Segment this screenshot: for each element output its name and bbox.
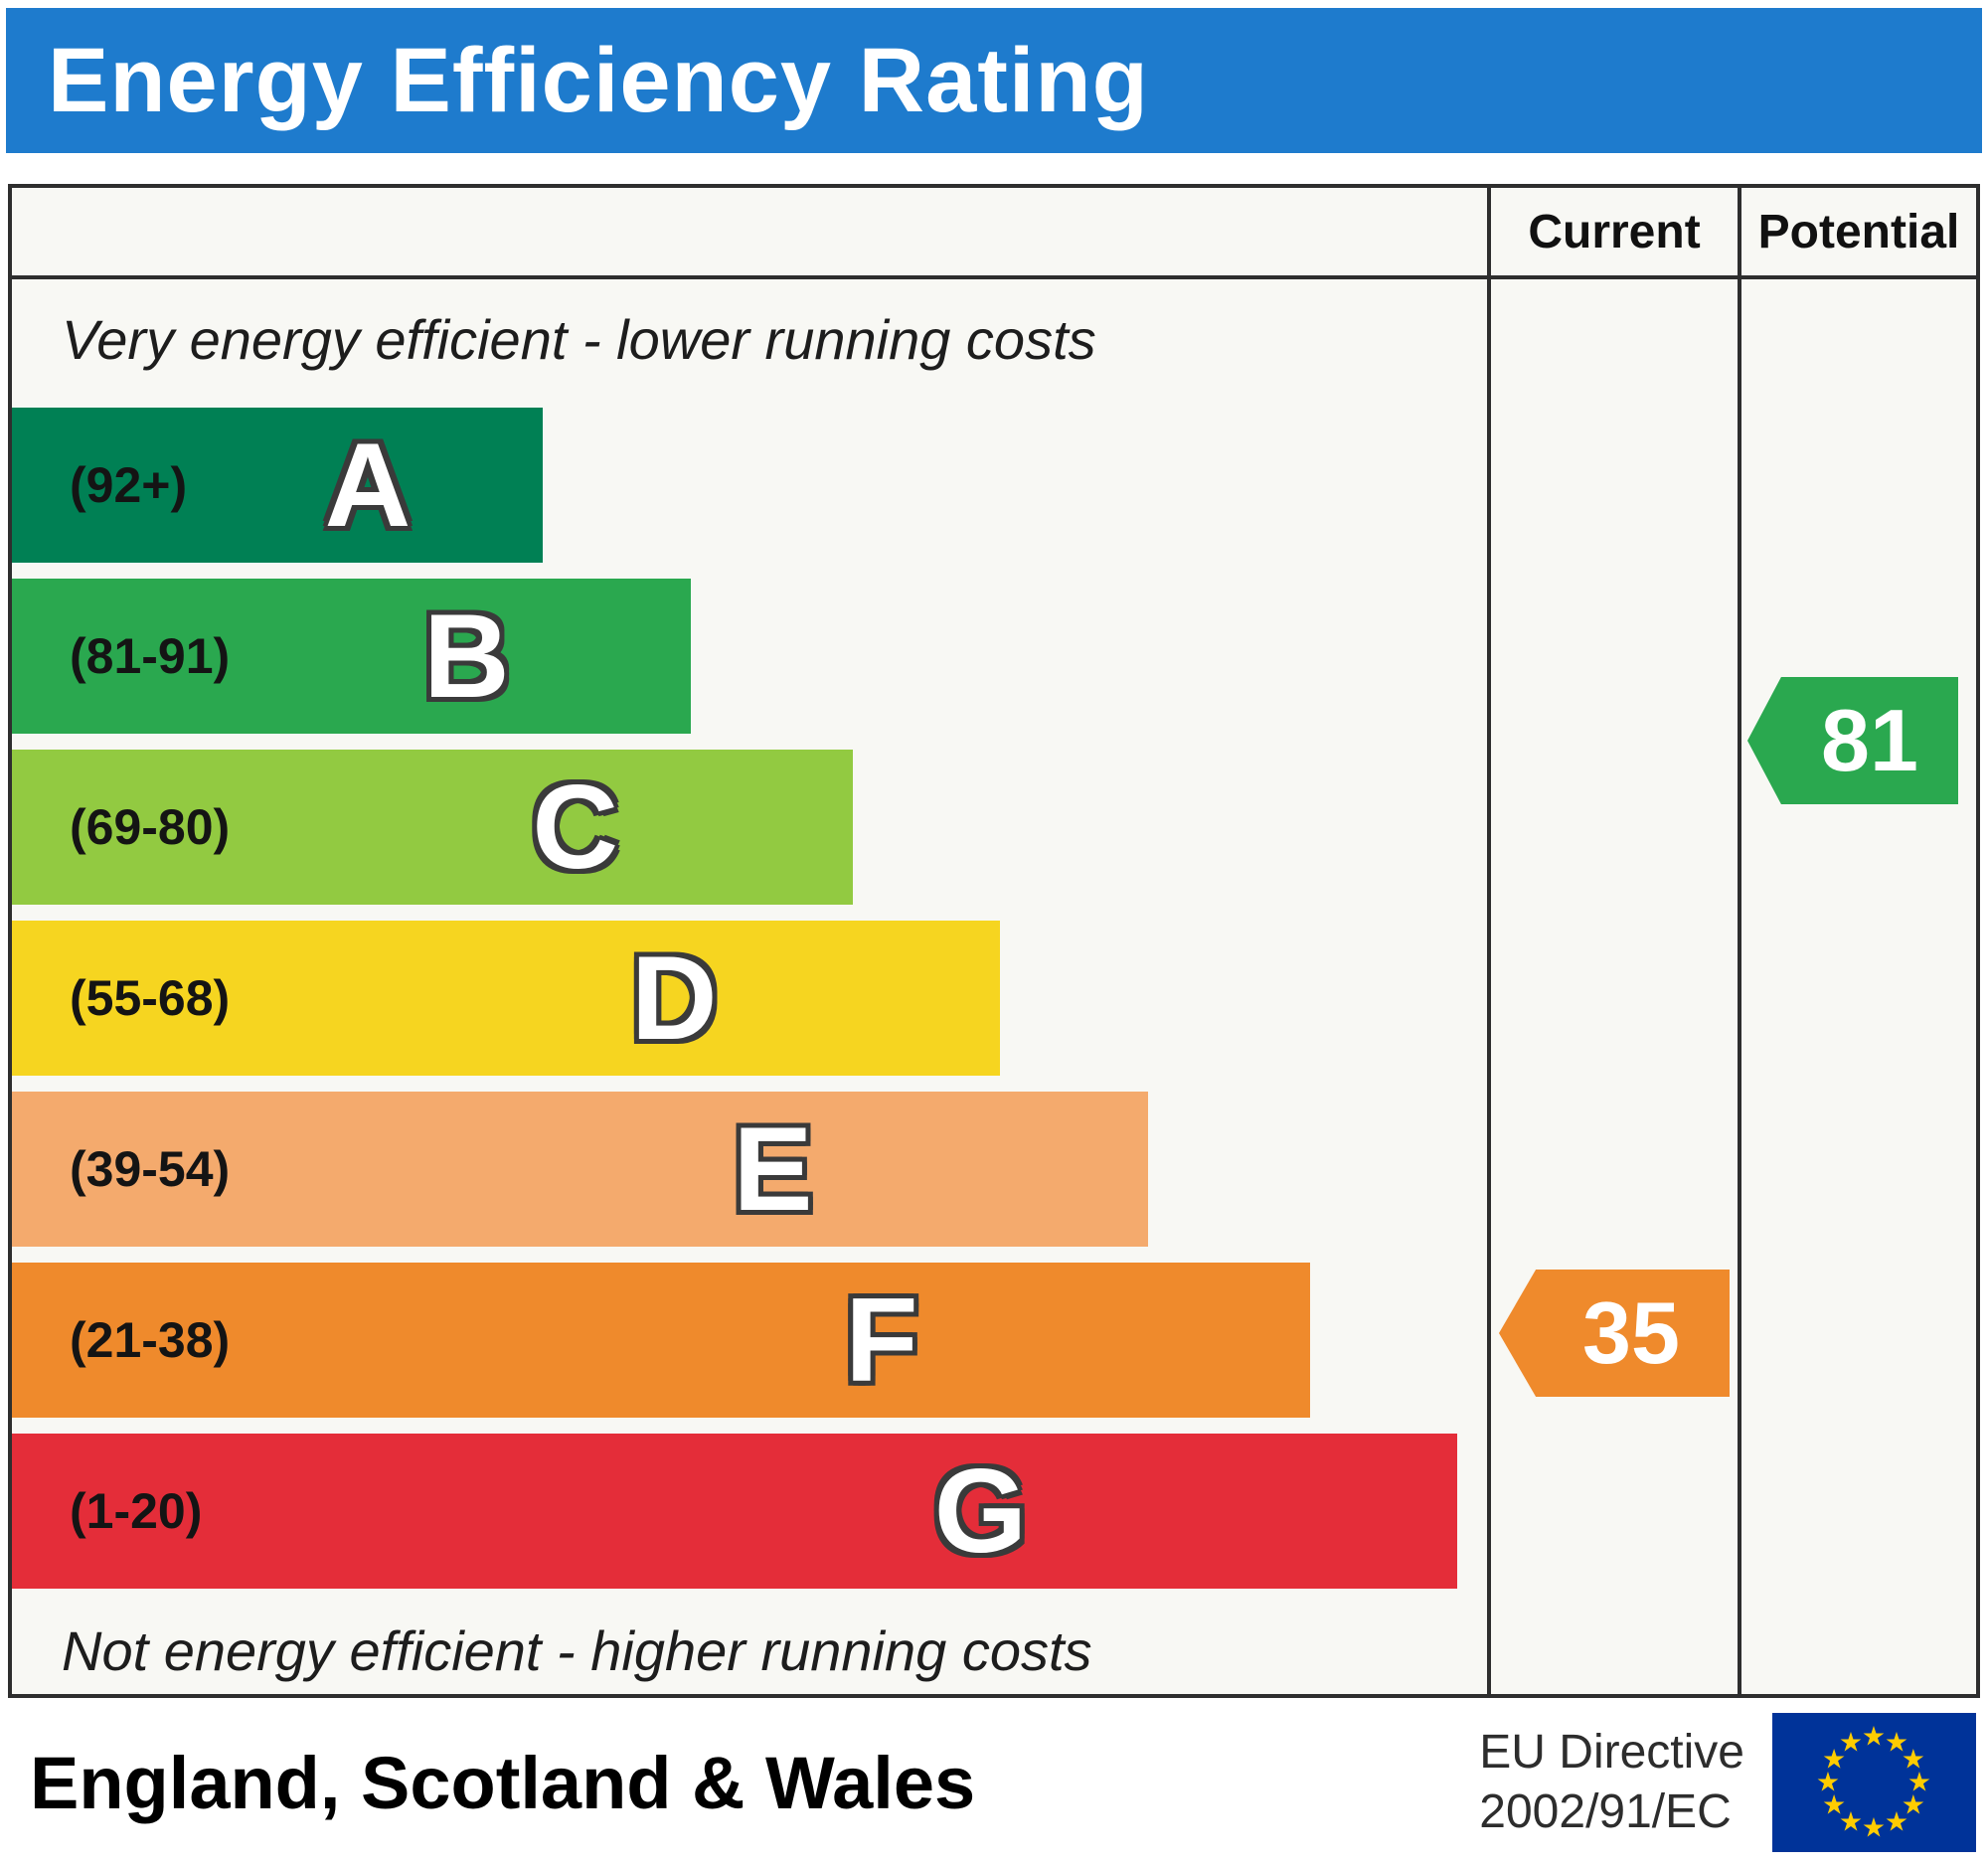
band-range-label: (69-80)	[70, 799, 231, 855]
band-row: (55-68) D	[12, 921, 1487, 1092]
band-row: (69-80) C	[12, 750, 1487, 921]
potential-column: Potential 81	[1738, 188, 1976, 1694]
band-row: (39-54) E	[12, 1092, 1487, 1263]
rating-table: Very energy efficient - lower running co…	[8, 184, 1980, 1698]
band-letter: F	[845, 1273, 918, 1407]
eu-star-icon: ★	[1822, 1744, 1847, 1775]
potential-column-header: Potential	[1741, 188, 1976, 279]
band-range-label: (39-54)	[70, 1141, 231, 1197]
band-range-label: (1-20)	[70, 1483, 203, 1539]
band-row: (1-20) G	[12, 1434, 1487, 1605]
band-letter: A	[324, 419, 412, 552]
eu-star-icon: ★	[1815, 1767, 1841, 1797]
bands-column: Very energy efficient - lower running co…	[12, 188, 1487, 1694]
header: Energy Efficiency Rating	[6, 8, 1982, 153]
eu-flag: ★ ★ ★ ★ ★ ★ ★ ★ ★ ★ ★ ★	[1772, 1713, 1976, 1852]
current-column-body: 35	[1491, 279, 1738, 1694]
bands-column-header	[12, 188, 1487, 279]
bands-area: Very energy efficient - lower running co…	[12, 279, 1487, 1694]
band-letter: D	[630, 932, 718, 1065]
band-bar-e: (39-54) E	[12, 1092, 1148, 1247]
eu-star-icon: ★	[1861, 1812, 1887, 1843]
band-range-label: (21-38)	[70, 1312, 231, 1368]
potential-column-body: 81	[1741, 279, 1976, 1694]
top-note: Very energy efficient - lower running co…	[62, 308, 1096, 371]
band-bar-g: (1-20) G	[12, 1434, 1458, 1589]
eu-star-icon: ★	[1822, 1789, 1847, 1820]
eu-star-icon: ★	[1906, 1767, 1932, 1797]
eu-directive-line2: 2002/91/EC	[1479, 1785, 1732, 1838]
band-row: (92+) A	[12, 408, 1487, 579]
region-label: England, Scotland & Wales	[30, 1741, 976, 1824]
band-letter: B	[423, 590, 510, 723]
bottom-note: Not energy efficient - higher running co…	[62, 1619, 1092, 1682]
current-column-header: Current	[1491, 188, 1738, 279]
band-letter: G	[933, 1444, 1028, 1578]
eu-star-icon: ★	[1901, 1744, 1925, 1775]
potential-rating-value: 81	[1821, 691, 1918, 789]
band-range-label: (92+)	[70, 457, 188, 513]
current-arrow: 35	[1499, 1270, 1730, 1397]
potential-arrow: 81	[1747, 677, 1958, 804]
eu-star-icon: ★	[1861, 1721, 1887, 1752]
band-range-label: (55-68)	[70, 970, 231, 1026]
eu-star-icon: ★	[1884, 1806, 1909, 1837]
current-rating-value: 35	[1582, 1283, 1680, 1382]
eu-star-icon: ★	[1838, 1806, 1864, 1837]
eu-star-icon: ★	[1838, 1727, 1864, 1758]
band-letter: C	[532, 761, 619, 894]
band-bar-c: (69-80) C	[12, 750, 853, 905]
eu-directive-label: EU Directive 2002/91/EC	[1479, 1723, 1744, 1842]
eu-directive-line1: EU Directive	[1479, 1726, 1744, 1779]
band-bar-d: (55-68) D	[12, 921, 1001, 1076]
band-row: (81-91) B	[12, 579, 1487, 750]
current-column: Current 35	[1487, 188, 1738, 1694]
band-bar-a: (92+) A	[12, 408, 544, 563]
band-bar-f: (21-38) F	[12, 1263, 1310, 1418]
band-letter: E	[733, 1103, 813, 1236]
eu-star-icon: ★	[1884, 1727, 1909, 1758]
band-bar-b: (81-91) B	[12, 579, 691, 734]
band-range-label: (81-91)	[70, 628, 231, 684]
page-title: Energy Efficiency Rating	[48, 29, 1149, 131]
eu-star-icon: ★	[1901, 1789, 1925, 1820]
band-row: (21-38) F	[12, 1263, 1487, 1434]
footer: England, Scotland & Wales EU Directive 2…	[8, 1698, 1980, 1867]
